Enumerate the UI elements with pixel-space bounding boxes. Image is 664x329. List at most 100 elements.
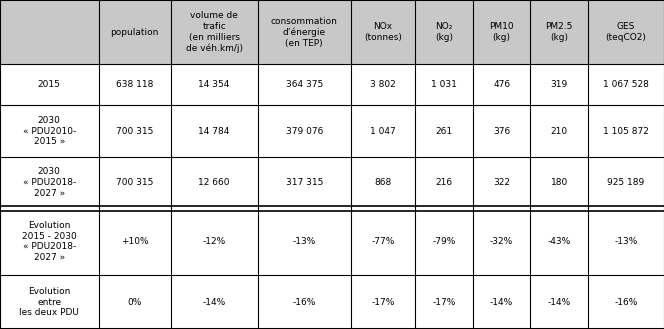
Bar — [0, 105, 98, 157]
Text: 2030
« PDU2010-
2015 »: 2030 « PDU2010- 2015 » — [23, 116, 76, 146]
Text: 364 375: 364 375 — [286, 80, 323, 89]
Bar — [0, 64, 98, 105]
Bar — [588, 275, 664, 329]
Bar — [415, 105, 473, 157]
Text: 180: 180 — [550, 178, 568, 187]
Text: 868: 868 — [374, 178, 392, 187]
Text: -14%: -14% — [203, 297, 226, 307]
Bar — [0, 0, 98, 64]
Bar — [98, 64, 171, 105]
Text: 12 660: 12 660 — [199, 178, 230, 187]
Text: 0%: 0% — [127, 297, 142, 307]
Bar — [98, 208, 171, 275]
Bar — [0, 208, 98, 275]
Text: 261: 261 — [436, 127, 453, 136]
Bar — [415, 0, 473, 64]
Text: PM10
(kg): PM10 (kg) — [489, 22, 514, 42]
Bar — [258, 275, 351, 329]
Bar — [415, 157, 473, 208]
Bar — [98, 105, 171, 157]
Bar — [588, 208, 664, 275]
Text: population: population — [110, 28, 159, 37]
Bar — [473, 105, 531, 157]
Text: 1 031: 1 031 — [431, 80, 457, 89]
Bar — [588, 0, 664, 64]
Text: 1 047: 1 047 — [371, 127, 396, 136]
Text: 210: 210 — [550, 127, 568, 136]
Text: -17%: -17% — [432, 297, 456, 307]
Text: 700 315: 700 315 — [116, 178, 153, 187]
Text: 14 784: 14 784 — [199, 127, 230, 136]
Bar — [531, 275, 588, 329]
Text: -13%: -13% — [293, 237, 316, 246]
Bar — [531, 157, 588, 208]
Text: 3 802: 3 802 — [371, 80, 396, 89]
Text: Evolution
entre
les deux PDU: Evolution entre les deux PDU — [19, 287, 79, 317]
Text: -77%: -77% — [371, 237, 395, 246]
Text: -14%: -14% — [490, 297, 513, 307]
Text: 379 076: 379 076 — [286, 127, 323, 136]
Bar — [531, 208, 588, 275]
Text: -16%: -16% — [293, 297, 316, 307]
Bar — [258, 157, 351, 208]
Text: NOx
(tonnes): NOx (tonnes) — [364, 22, 402, 42]
Text: GES
(teqCO2): GES (teqCO2) — [606, 22, 647, 42]
Text: 317 315: 317 315 — [286, 178, 323, 187]
Bar — [588, 157, 664, 208]
Bar — [415, 275, 473, 329]
Bar — [351, 64, 415, 105]
Text: 2015: 2015 — [38, 80, 60, 89]
Bar — [171, 64, 258, 105]
Bar — [473, 64, 531, 105]
Text: 319: 319 — [550, 80, 568, 89]
Text: -13%: -13% — [614, 237, 637, 246]
Bar — [531, 0, 588, 64]
Bar — [473, 208, 531, 275]
Bar — [258, 105, 351, 157]
Text: -79%: -79% — [432, 237, 456, 246]
Bar — [0, 275, 98, 329]
Bar — [351, 157, 415, 208]
Text: 376: 376 — [493, 127, 510, 136]
Bar — [258, 208, 351, 275]
Bar — [98, 0, 171, 64]
Bar — [588, 64, 664, 105]
Text: 216: 216 — [436, 178, 453, 187]
Text: -12%: -12% — [203, 237, 226, 246]
Bar — [588, 105, 664, 157]
Text: -17%: -17% — [371, 297, 395, 307]
Bar — [351, 275, 415, 329]
Bar — [415, 208, 473, 275]
Text: NO₂
(kg): NO₂ (kg) — [435, 22, 453, 42]
Text: -32%: -32% — [490, 237, 513, 246]
Bar — [531, 105, 588, 157]
Text: -14%: -14% — [548, 297, 571, 307]
Text: PM2.5
(kg): PM2.5 (kg) — [546, 22, 573, 42]
Text: 2030
« PDU2018-
2027 »: 2030 « PDU2018- 2027 » — [23, 167, 76, 198]
Text: -43%: -43% — [548, 237, 571, 246]
Text: 1 105 872: 1 105 872 — [603, 127, 649, 136]
Text: 638 118: 638 118 — [116, 80, 153, 89]
Bar — [351, 0, 415, 64]
Text: 476: 476 — [493, 80, 510, 89]
Bar — [258, 64, 351, 105]
Text: consommation
d’énergie
(en TEP): consommation d’énergie (en TEP) — [271, 16, 338, 48]
Text: volume de
trafic
(en milliers
de véh.km/j): volume de trafic (en milliers de véh.km/… — [186, 11, 242, 53]
Bar — [473, 275, 531, 329]
Text: Evolution
2015 - 2030
« PDU2018-
2027 »: Evolution 2015 - 2030 « PDU2018- 2027 » — [22, 221, 76, 262]
Bar — [98, 157, 171, 208]
Text: -16%: -16% — [614, 297, 637, 307]
Bar — [415, 64, 473, 105]
Bar — [171, 105, 258, 157]
Bar — [171, 208, 258, 275]
Bar — [171, 275, 258, 329]
Text: 1 067 528: 1 067 528 — [603, 80, 649, 89]
Bar — [473, 157, 531, 208]
Text: 322: 322 — [493, 178, 510, 187]
Text: +10%: +10% — [121, 237, 149, 246]
Bar — [171, 157, 258, 208]
Bar — [98, 275, 171, 329]
Text: 14 354: 14 354 — [199, 80, 230, 89]
Bar — [351, 105, 415, 157]
Bar — [473, 0, 531, 64]
